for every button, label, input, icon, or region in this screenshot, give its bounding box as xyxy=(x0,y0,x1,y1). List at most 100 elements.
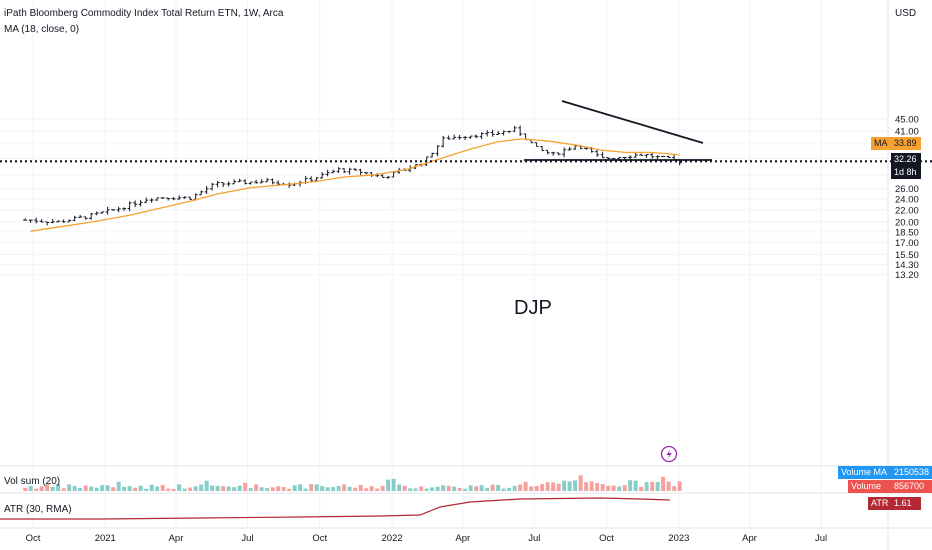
volume-bar xyxy=(276,486,281,491)
volume-bar xyxy=(199,484,204,491)
price-bar xyxy=(177,195,182,200)
volume-bar xyxy=(606,485,611,491)
volume-bar xyxy=(243,482,248,491)
chart-title: iPath Bloomberg Commodity Index Total Re… xyxy=(4,8,284,19)
time-axis[interactable]: Oct 2021 Apr Jul Oct 2022 Apr Jul Oct 2023 Apr Jul xyxy=(26,533,828,544)
price-bar xyxy=(111,209,116,211)
volume-bar xyxy=(287,488,292,491)
volume-bar xyxy=(479,485,484,491)
volume-bar xyxy=(254,484,259,491)
price-bar xyxy=(485,130,490,137)
volume-bar xyxy=(677,481,682,491)
volume-bar xyxy=(111,487,116,491)
price-bar xyxy=(331,169,336,174)
price-bar xyxy=(518,125,523,137)
price-bar xyxy=(336,167,341,174)
price-bar xyxy=(232,179,237,185)
volume-bar xyxy=(556,483,561,491)
volume-bar xyxy=(127,486,132,491)
y-tick-label: 45.00 xyxy=(895,115,919,126)
ma-indicator-label[interactable]: MA (18, close, 0) xyxy=(4,24,80,35)
volume-bar xyxy=(408,488,413,491)
volume-bar xyxy=(457,487,462,491)
price-bar xyxy=(270,178,275,185)
price-bar xyxy=(259,179,264,184)
price-bar xyxy=(650,152,655,159)
atr-panel-label[interactable]: ATR (30, RMA) xyxy=(4,504,72,515)
x-tick-label: Oct xyxy=(599,533,614,544)
price-bar xyxy=(633,152,638,158)
ticker-annotation: DJP xyxy=(514,297,552,319)
price-bar xyxy=(226,181,231,187)
atr-value: 1.61 xyxy=(891,497,921,510)
price-bar xyxy=(133,200,138,208)
volume-bar xyxy=(386,479,391,491)
volume-bar xyxy=(309,484,314,491)
price-bar xyxy=(122,207,127,211)
price-bar xyxy=(237,178,242,183)
x-tick-label: Oct xyxy=(26,533,41,544)
volume-bar xyxy=(28,486,33,491)
volume-bar xyxy=(144,488,149,491)
volume-bar xyxy=(628,480,633,491)
volume-bar xyxy=(435,486,440,491)
volume-bar xyxy=(474,486,479,491)
volume-bar xyxy=(523,481,528,491)
volume-bar xyxy=(155,486,160,491)
y-tick-label: 20.00 xyxy=(895,217,919,228)
price-bar xyxy=(23,218,28,221)
price-bar xyxy=(171,197,176,201)
volume-bar xyxy=(529,486,534,491)
price-bar xyxy=(639,153,644,156)
price-bar xyxy=(562,147,567,158)
volume-bar xyxy=(617,486,622,491)
price-bar xyxy=(67,219,72,223)
y-tick-label: 13.20 xyxy=(895,270,919,281)
price-bar xyxy=(105,206,110,215)
price-bar xyxy=(160,197,165,199)
volume-bar xyxy=(661,476,666,491)
volume-bar xyxy=(171,488,176,491)
volume-bar xyxy=(325,487,330,491)
price-bar xyxy=(545,149,550,155)
volume-bar xyxy=(507,487,512,491)
price-bar xyxy=(353,168,358,171)
atr-tag: ATR xyxy=(868,497,891,510)
volume-bar xyxy=(303,488,308,491)
atr-line xyxy=(0,497,671,520)
price-bar xyxy=(61,219,66,223)
price-bar xyxy=(100,211,105,214)
price-bar xyxy=(215,180,220,188)
trendline-drawings[interactable] xyxy=(0,100,932,163)
volume-bar xyxy=(193,486,198,491)
price-bar xyxy=(380,174,385,179)
volume-bar xyxy=(545,482,550,491)
price-bar xyxy=(435,145,440,157)
lightning-icon[interactable] xyxy=(660,445,678,463)
price-bar xyxy=(446,135,451,140)
volume-panel-label[interactable]: Vol sum (20) xyxy=(4,476,61,487)
price-bar xyxy=(320,172,325,179)
volume-bars xyxy=(23,475,682,491)
price-bar xyxy=(188,196,193,200)
volume-bar xyxy=(650,481,655,491)
price-bar xyxy=(501,130,506,136)
y-tick-label: 22.00 xyxy=(895,205,919,216)
volume-bar xyxy=(320,486,325,491)
volume-bar xyxy=(94,487,99,491)
volume-bar xyxy=(83,485,88,491)
volume-bar xyxy=(138,485,143,491)
price-bar xyxy=(441,135,446,148)
volume-bar xyxy=(342,484,347,491)
price-bar xyxy=(551,151,556,156)
volume-bar xyxy=(369,486,374,491)
volume-bar xyxy=(490,484,495,491)
price-bar xyxy=(221,182,226,188)
volume-bar xyxy=(226,486,231,491)
volume-bar xyxy=(204,480,209,491)
volume-bar xyxy=(551,482,556,491)
volume-bar xyxy=(122,486,127,491)
volume-bar xyxy=(336,485,341,491)
volume-bar xyxy=(518,484,523,491)
